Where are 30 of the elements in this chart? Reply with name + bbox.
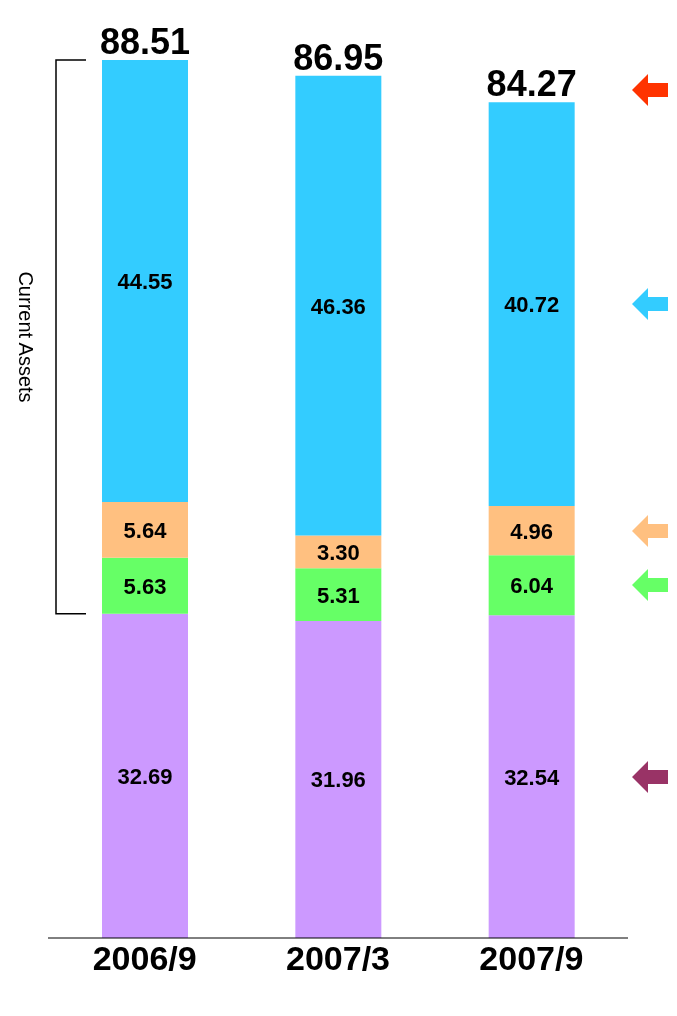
bar [488, 102, 575, 507]
total-label: 86.95 [293, 36, 384, 78]
bar [488, 615, 575, 938]
bar [488, 555, 575, 616]
data-label: 5.64 [123, 517, 168, 543]
data-label: 32.54 [504, 764, 560, 790]
x-tick-label: 2006/9 [92, 939, 197, 978]
data-label: 44.55 [117, 268, 173, 294]
bar [295, 568, 382, 621]
data-label: 6.04 [510, 573, 554, 599]
data-label: 5.31 [316, 582, 360, 608]
bar [102, 613, 188, 938]
data-label: 31.96 [310, 767, 366, 793]
data-label: 5.63 [123, 573, 167, 599]
data-label: 4.96 [510, 518, 554, 544]
bar [488, 506, 575, 556]
text: Current Assets [13, 271, 37, 403]
bar [102, 501, 188, 558]
data-label: 40.72 [504, 292, 560, 318]
total-label: 84.27 [486, 63, 577, 105]
bar [102, 60, 188, 502]
data-label: 32.69 [117, 763, 173, 789]
data-label: 3.30 [316, 539, 360, 565]
x-tick-label: 2007/9 [479, 939, 584, 978]
x-tick-label: 2007/3 [286, 939, 390, 978]
bar [295, 75, 382, 536]
total-label: 88.51 [99, 21, 191, 62]
bar [295, 620, 382, 938]
bar [102, 557, 188, 614]
data-label: 46.36 [310, 293, 366, 319]
